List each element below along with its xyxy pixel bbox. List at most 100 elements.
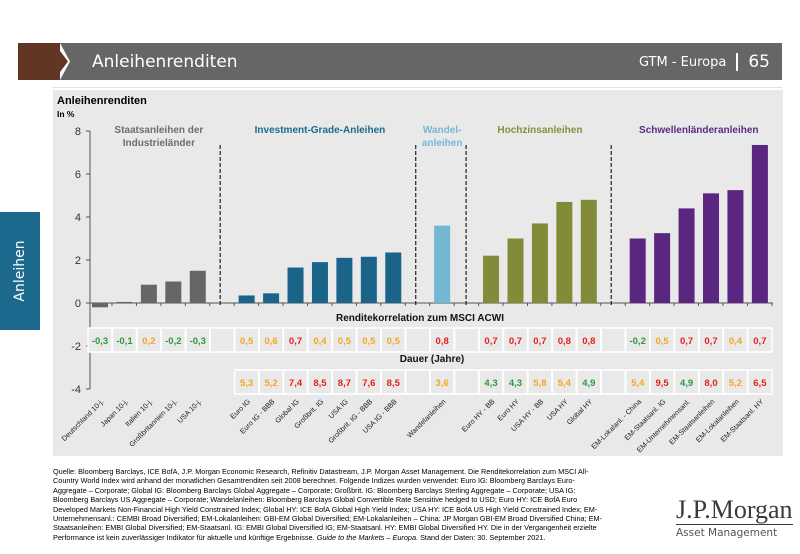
duration-value: 7,4 [289, 378, 303, 389]
duration-cell [747, 369, 773, 395]
group-title: Wandel- [423, 125, 462, 136]
divider [736, 53, 739, 71]
bar-euro-ig-bbb [263, 293, 280, 303]
bar-gro-brit-ig-bbb [360, 256, 377, 303]
correlation-cell-empty [453, 327, 480, 353]
logo-subtitle: Asset Management [676, 527, 778, 539]
correlation-value: 0,5 [338, 336, 352, 347]
duration-value: 7,6 [362, 378, 375, 389]
duration-value: 3,6 [436, 378, 449, 389]
bar-global-ig [287, 267, 304, 303]
bar-deutschland-10-j- [92, 303, 108, 308]
bar-em-staatsanl-hy [751, 144, 768, 303]
bar-em-lokalanleihen [727, 190, 744, 303]
bar-usa-10-j- [189, 270, 206, 303]
correlation-cell [747, 327, 773, 353]
x-tick-label: EM-Staatsanl. HY [719, 397, 766, 444]
correlation-value: 0,7 [289, 336, 302, 347]
correlation-value: 0,7 [533, 336, 546, 347]
header-meta: GTM - Europa 65 [639, 52, 770, 72]
correlation-cell-empty [209, 327, 235, 353]
footnote-date: . Stand der Daten: 30. September 2021. [416, 532, 546, 542]
x-tick-label: USA IG [327, 397, 351, 421]
footnote-guide: Guide to the Markets – Europa [316, 532, 417, 542]
x-tick-label: Deutschland 10-j. [59, 397, 105, 443]
duration-value: 4,9 [680, 378, 693, 389]
duration-value: 4,3 [509, 378, 522, 389]
duration-cell [478, 369, 504, 395]
x-tick-label: EM-Lokalanleihen [694, 397, 741, 444]
y-tick-label: 0 [75, 298, 81, 310]
duration-cell [502, 369, 529, 395]
bar-usa-ig-bbb [385, 252, 402, 303]
bar-usa-hy [556, 201, 573, 303]
duration-value: 6,5 [753, 378, 767, 389]
duration-cell [331, 369, 358, 395]
duration-cell [380, 369, 407, 395]
section-tab[interactable]: Anleihen [0, 212, 40, 330]
series-label: GTM - Europa [638, 54, 727, 70]
duration-cell [649, 369, 675, 395]
bar-em-lokalanl-china [629, 238, 646, 303]
duration-cell [527, 369, 553, 395]
correlation-cell-empty [600, 327, 626, 353]
logo-wordmark: J.P.Morgan [676, 495, 793, 525]
duration-cell [624, 369, 651, 395]
bar-em-unternehmensanl- [678, 208, 695, 303]
correlation-value: 0,8 [436, 336, 449, 347]
header-rule [52, 87, 782, 88]
bar-wandelanleihen [434, 225, 451, 303]
correlation-cell [429, 327, 455, 353]
correlation-value: -0,3 [92, 336, 108, 347]
duration-cell [307, 369, 333, 395]
correlation-value: 0,8 [582, 336, 595, 347]
x-tick-label: Euro HY - BB [460, 397, 497, 434]
correlation-value: 0,5 [656, 336, 670, 347]
footnote-text: Quelle: Bloomberg Barclays, ICE BofA, J.… [53, 467, 602, 542]
correlation-value: -0,1 [116, 336, 133, 347]
y-tick-label: 2 [75, 255, 81, 267]
correlation-value: 0,2 [142, 336, 155, 347]
correlation-value: -0,2 [629, 336, 645, 347]
duration-value: 8,5 [387, 378, 401, 389]
bar-euro-hy-bb [483, 255, 500, 303]
duration-value: 8,0 [704, 378, 717, 389]
duration-value: 5,2 [729, 378, 742, 389]
correlation-value: 0,5 [387, 336, 401, 347]
correlation-value: 0,4 [313, 336, 327, 347]
correlation-value: 0,7 [704, 336, 717, 347]
y-tick-label: 8 [75, 126, 81, 138]
correlation-cell [282, 327, 309, 353]
duration-value: 5,4 [558, 378, 572, 389]
group-title: Industrieländer [123, 138, 195, 149]
duration-cell [698, 369, 724, 395]
group-title: Schwellenländeranleihen [639, 125, 758, 136]
x-tick-label: Wandelanleihen [405, 397, 448, 440]
correlation-value: 0,8 [558, 336, 571, 347]
correlation-cell [576, 327, 602, 353]
correlation-value: -0,2 [165, 336, 181, 347]
duration-value: 4,9 [582, 378, 595, 389]
correlation-cell [722, 327, 749, 353]
page-title: Anleihenrenditen [92, 52, 238, 72]
bar-usa-ig [336, 257, 353, 303]
chart-title: Anleihenrenditen [57, 95, 147, 107]
duration-cell [233, 369, 260, 395]
correlation-value: 0,5 [362, 336, 376, 347]
bar-italien-10-j- [140, 284, 157, 303]
bar-em-staatsanleihen [703, 193, 719, 303]
bar-usa-hy-bb [531, 223, 548, 303]
correlation-value: 0,7 [484, 336, 497, 347]
bar-global-hy [580, 199, 597, 303]
correlation-value: 0,7 [753, 336, 766, 347]
group-title: Staatsanleihen der [114, 125, 203, 136]
correlation-value: -0,3 [190, 336, 206, 347]
correlation-cell [624, 327, 651, 353]
correlation-cell [478, 327, 504, 353]
correlation-cell [356, 327, 382, 353]
y-tick-label: -4 [71, 384, 81, 396]
duration-value: 4,3 [484, 378, 497, 389]
page-number: 65 [748, 52, 770, 72]
jpmorgan-logo: J.P.Morgan Asset Management [676, 497, 793, 539]
